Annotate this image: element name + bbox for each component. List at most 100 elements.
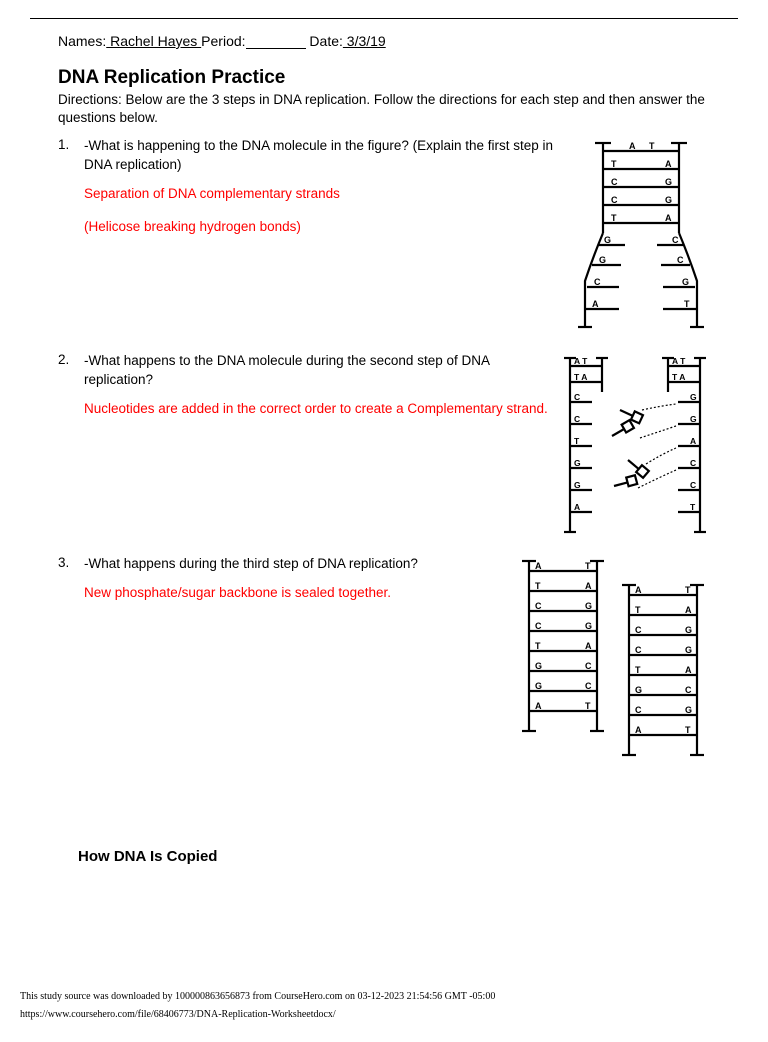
svg-text:G: G (685, 705, 692, 715)
svg-text:C: C (574, 392, 580, 402)
question-row: 2. -What happens to the DNA molecule dur… (58, 352, 710, 545)
svg-text:C: C (535, 601, 542, 611)
content-area: Names: Rachel Hayes Period: Date: 3/3/19… (0, 19, 768, 865)
svg-text:T: T (574, 436, 580, 446)
svg-text:C: C (685, 685, 692, 695)
question-row: 1. -What is happening to the DNA molecul… (58, 137, 710, 342)
svg-text:T: T (585, 561, 591, 571)
figure-2: A TA T T AT A CG CG TA GC GC AT (560, 352, 710, 545)
question-text: -What happens during the third step of D… (84, 555, 515, 603)
svg-text:C: C (611, 177, 618, 187)
svg-text:A: A (685, 605, 692, 615)
question-prompt: -What is happening to the DNA molecule i… (84, 137, 567, 175)
question-number: 2. (58, 352, 84, 367)
svg-text:T: T (535, 641, 541, 651)
svg-text:C: C (690, 480, 696, 490)
svg-text:C: C (535, 621, 542, 631)
svg-text:G: G (599, 255, 606, 265)
svg-text:C: C (635, 625, 642, 635)
svg-text:A: A (574, 502, 580, 512)
dna-unzip-icon: AT TA CG CG TA GC GC CG AT (575, 137, 710, 337)
figure-1: AT TA CG CG TA GC GC CG AT (575, 137, 710, 342)
svg-text:A: A (592, 299, 599, 309)
svg-text:A: A (665, 159, 672, 169)
svg-text:A: A (690, 436, 696, 446)
svg-text:A: A (585, 581, 592, 591)
svg-text:T: T (611, 213, 617, 223)
svg-text:T: T (535, 581, 541, 591)
svg-text:C: C (635, 645, 642, 655)
directions-text: Directions: Below are the 3 steps in DNA… (58, 91, 710, 127)
answer-text: (Helicose breaking hydrogen bonds) (84, 218, 567, 237)
svg-text:C: C (585, 681, 592, 691)
question-text: -What is happening to the DNA molecule i… (84, 137, 575, 237)
subsection-heading: How DNA Is Copied (78, 848, 710, 865)
svg-text:G: G (690, 392, 697, 402)
svg-text:A: A (665, 213, 672, 223)
svg-text:G: G (585, 621, 592, 631)
svg-text:G: G (635, 685, 642, 695)
period-blank (246, 35, 306, 49)
question-number: 1. (58, 137, 84, 152)
svg-text:C: C (574, 414, 580, 424)
svg-text:G: G (535, 661, 542, 671)
question-number: 3. (58, 555, 84, 570)
date-value: 3/3/19 (343, 33, 386, 49)
question-prompt: -What happens during the third step of D… (84, 555, 513, 574)
svg-text:C: C (690, 458, 696, 468)
svg-text:G: G (682, 277, 689, 287)
svg-text:A: A (685, 665, 692, 675)
svg-text:C: C (594, 277, 601, 287)
svg-text:G: G (685, 645, 692, 655)
worksheet-title: DNA Replication Practice (58, 67, 710, 89)
svg-text:A T: A T (672, 356, 686, 366)
answer-text: New phosphate/sugar backbone is sealed t… (84, 584, 513, 603)
svg-text:G: G (690, 414, 697, 424)
svg-text:T: T (685, 725, 691, 735)
svg-text:T: T (649, 141, 655, 151)
period-label: Period: (201, 33, 245, 49)
svg-text:T A: T A (574, 372, 587, 382)
date-label: Date: (309, 33, 342, 49)
question-text: -What happens to the DNA molecule during… (84, 352, 560, 419)
svg-text:C: C (611, 195, 618, 205)
names-value: Rachel Hayes (106, 33, 201, 49)
svg-text:T: T (685, 585, 691, 595)
names-label: Names: (58, 33, 106, 49)
svg-text:G: G (685, 625, 692, 635)
svg-text:T: T (690, 502, 696, 512)
svg-text:A T: A T (574, 356, 588, 366)
svg-text:C: C (677, 255, 684, 265)
svg-text:A: A (535, 561, 542, 571)
svg-text:G: G (665, 195, 672, 205)
dna-two-ladders-icon: AT TA CG CG TA GC GC AT (515, 555, 710, 763)
question-prompt: -What happens to the DNA molecule during… (84, 352, 552, 390)
svg-text:A: A (629, 141, 636, 151)
figure-3: AT TA CG CG TA GC GC AT (515, 555, 710, 768)
footer-line-1: This study source was downloaded by 1000… (20, 988, 495, 1006)
svg-text:G: G (574, 480, 581, 490)
svg-text:T: T (585, 701, 591, 711)
svg-text:T: T (611, 159, 617, 169)
svg-text:C: C (635, 705, 642, 715)
svg-text:G: G (585, 601, 592, 611)
svg-text:C: C (672, 235, 679, 245)
svg-text:A: A (585, 641, 592, 651)
dna-nucleotides-icon: A TA T T AT A CG CG TA GC GC AT (560, 352, 710, 540)
answer-text: Separation of DNA complementary strands (84, 185, 567, 204)
svg-text:T: T (635, 665, 641, 675)
answer-text: Nucleotides are added in the correct ord… (84, 400, 552, 419)
svg-text:A: A (635, 725, 642, 735)
svg-text:G: G (604, 235, 611, 245)
svg-text:C: C (585, 661, 592, 671)
svg-text:T: T (684, 299, 690, 309)
svg-text:T: T (635, 605, 641, 615)
question-row: 3. -What happens during the third step o… (58, 555, 710, 768)
svg-text:G: G (535, 681, 542, 691)
svg-text:G: G (665, 177, 672, 187)
svg-text:T A: T A (672, 372, 685, 382)
header-row: Names: Rachel Hayes Period: Date: 3/3/19 (58, 33, 710, 49)
footer-line-2: https://www.coursehero.com/file/68406773… (20, 1006, 495, 1024)
svg-text:A: A (635, 585, 642, 595)
svg-text:A: A (535, 701, 542, 711)
